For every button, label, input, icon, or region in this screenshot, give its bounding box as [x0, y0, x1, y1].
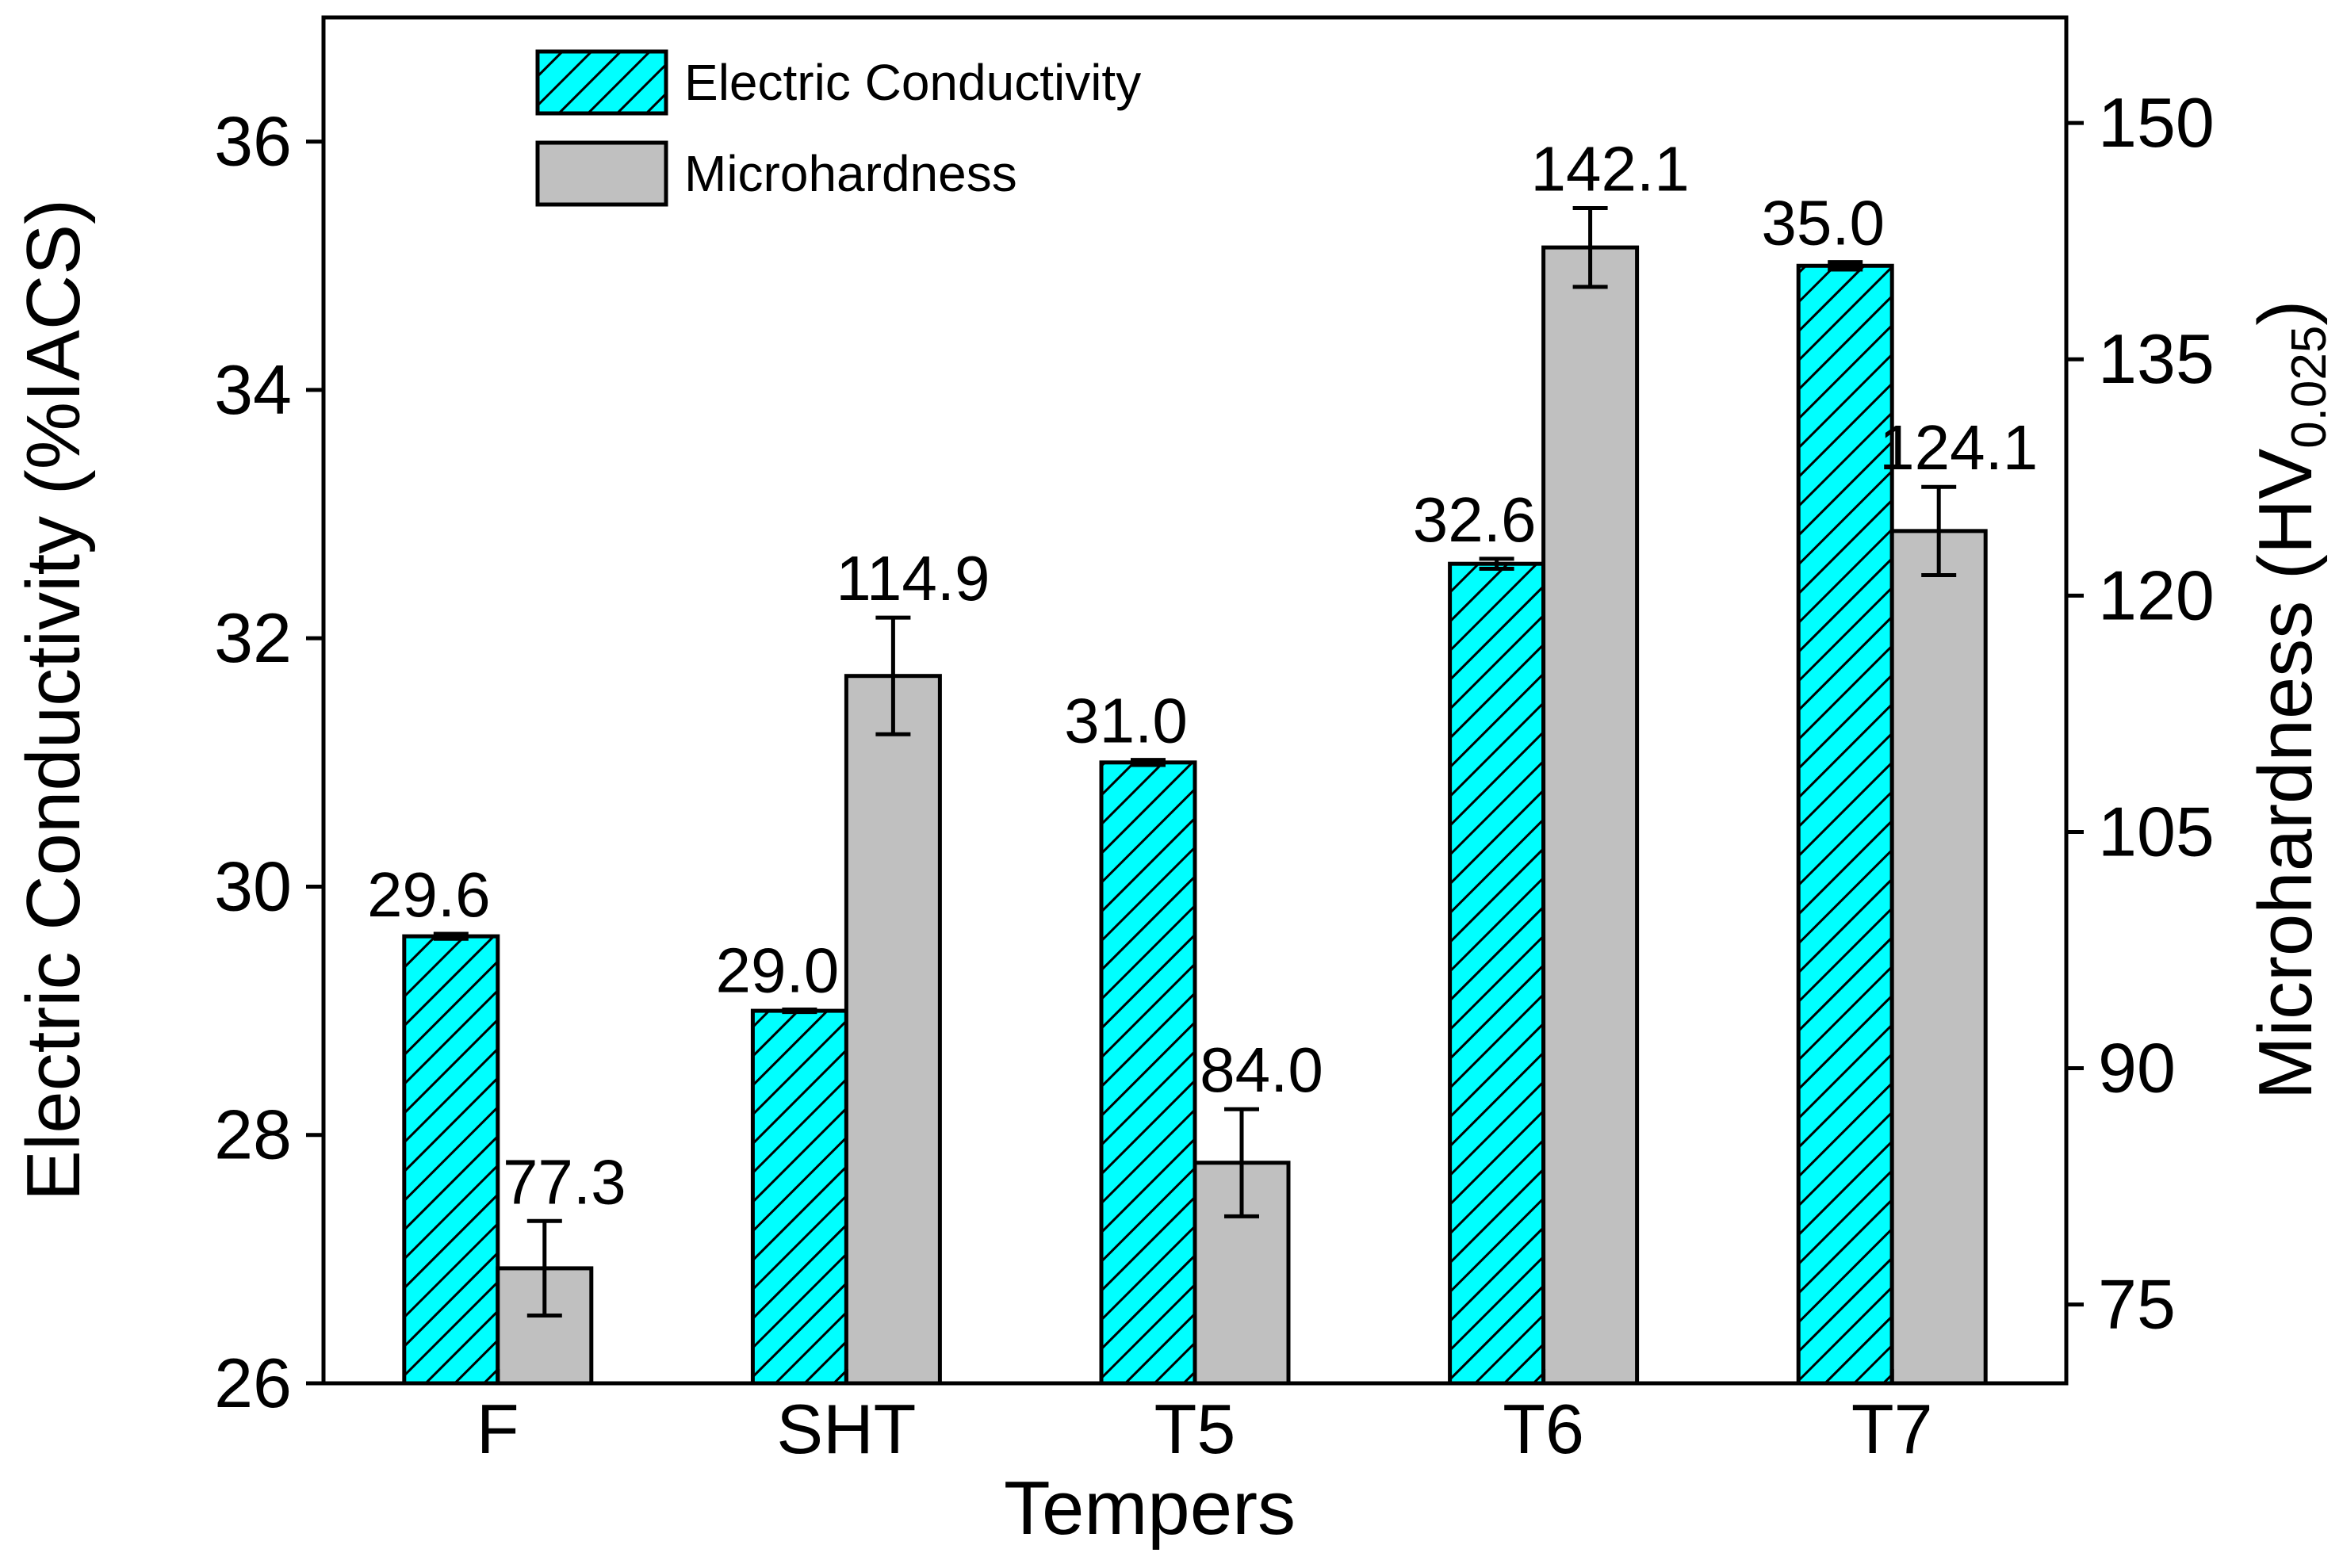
y2-tick-label: 150	[2098, 83, 2215, 162]
x-tick-label-t6: T6	[1503, 1390, 1584, 1468]
error-bar-conductivity-t7	[1828, 260, 1863, 272]
bar-microhardness-t6	[1541, 245, 1640, 1386]
bar-conductivity-t5	[1099, 760, 1197, 1386]
y-tick-label: 36	[214, 102, 292, 181]
y2-tick-label: 75	[2098, 1265, 2176, 1344]
error-bar-conductivity-f	[433, 931, 469, 941]
data-label-conductivity-sht: 29.0	[716, 935, 840, 1006]
x-tick-label-t5: T5	[1154, 1390, 1236, 1468]
legend-label-microhardness: Microhardness	[684, 145, 1017, 202]
error-bar-microhardness-sht	[875, 615, 911, 736]
y2-tick-label: 135	[2098, 319, 2215, 398]
y-tick-label: 28	[214, 1096, 292, 1174]
y-tick-label: 34	[214, 350, 292, 429]
y2-tick-label: 90	[2098, 1029, 2176, 1107]
y2-axis-title-main: Microhardness (HV	[2243, 449, 2328, 1100]
data-label-microhardness-t7: 124.1	[1879, 412, 2038, 483]
legend-label-conductivity: Electric Conductivity	[684, 54, 1141, 111]
x-tick-label-sht: SHT	[776, 1390, 916, 1468]
x-tick-label-f: F	[477, 1390, 519, 1468]
y2-tick-label: 105	[2098, 792, 2215, 870]
legend-swatch-conductivity	[535, 49, 668, 116]
y-tick-label: 32	[214, 599, 292, 677]
error-bar-conductivity-sht	[782, 1008, 817, 1015]
data-label-microhardness-sht: 114.9	[836, 543, 990, 614]
data-label-conductivity-t7: 35.0	[1761, 188, 1885, 258]
bar-conductivity-f	[402, 934, 500, 1386]
y-tick-label: 30	[214, 847, 292, 925]
y-axis-title: Electric Conductivity (%IACS)	[11, 199, 96, 1201]
data-label-microhardness-f: 77.3	[503, 1146, 626, 1217]
y2-tick-label: 120	[2098, 556, 2215, 634]
data-label-conductivity-t5: 31.0	[1064, 686, 1188, 756]
legend-swatch-microhardness	[535, 140, 668, 207]
y2-axis-title-sub: 0.025	[2282, 326, 2337, 449]
error-bar-microhardness-f	[526, 1218, 562, 1318]
error-bar-conductivity-t6	[1479, 556, 1514, 571]
bar-conductivity-t6	[1448, 561, 1546, 1386]
data-label-conductivity-t6: 32.6	[1413, 484, 1537, 555]
bar-microhardness-sht	[844, 674, 942, 1386]
data-label-microhardness-t5: 84.0	[1200, 1034, 1323, 1105]
bar-conductivity-sht	[750, 1008, 848, 1386]
error-bar-microhardness-t6	[1572, 205, 1608, 289]
x-axis-title: Tempers	[1004, 1466, 1296, 1551]
data-label-microhardness-t6: 142.1	[1530, 133, 1689, 204]
bar-microhardness-t7	[1889, 529, 1988, 1386]
y2-axis-title: Microhardness (HV0.025)	[2243, 300, 2337, 1100]
x-tick-label-t7: T7	[1851, 1390, 1933, 1468]
data-label-conductivity-f: 29.6	[367, 859, 491, 930]
error-bar-microhardness-t7	[1921, 484, 1957, 578]
y-tick-label: 26	[214, 1344, 292, 1422]
error-bar-conductivity-t5	[1131, 758, 1166, 767]
error-bar-microhardness-t5	[1224, 1107, 1259, 1218]
y2-axis-title-close: )	[2243, 300, 2328, 326]
bar-conductivity-t7	[1796, 263, 1894, 1386]
